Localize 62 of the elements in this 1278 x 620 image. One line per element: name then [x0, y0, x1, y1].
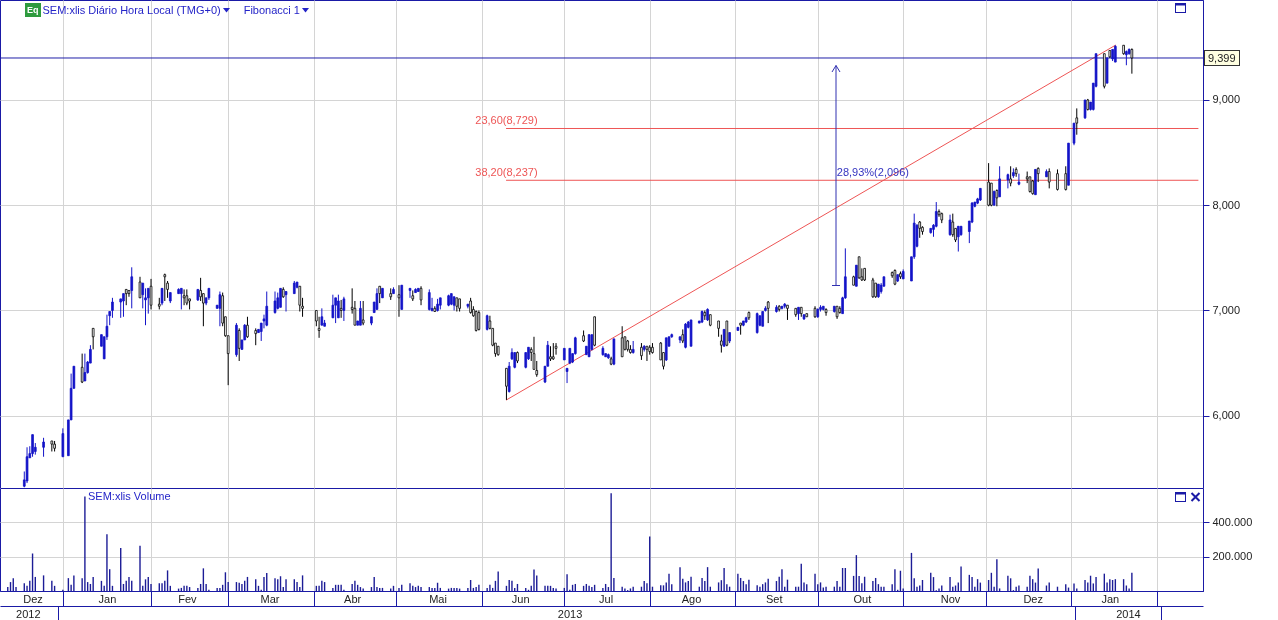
x-tick-label: Jan — [1101, 592, 1120, 605]
candlestick — [361, 300, 365, 326]
candlestick — [1075, 107, 1079, 136]
candlestick — [337, 294, 340, 319]
x-tick-label: Mar — [260, 592, 280, 605]
candlestick — [1064, 165, 1068, 191]
candlestick — [80, 353, 84, 384]
candlestick — [948, 214, 952, 237]
y-tick-label: 8,000 — [1212, 198, 1241, 211]
x-tick-label: Dez — [23, 592, 43, 605]
x-tick-label: Fev — [178, 592, 198, 605]
candlestick — [334, 297, 337, 324]
candlestick — [284, 291, 288, 313]
candlestick — [122, 293, 125, 318]
candlestick — [505, 367, 508, 401]
y-tick-label: 9,000 — [1212, 93, 1241, 106]
x2-tick-label: 2014 — [1116, 607, 1141, 620]
x-tick-label: Dez — [1023, 592, 1043, 605]
x2-tick-label: 2013 — [557, 607, 583, 620]
candlestick — [42, 437, 45, 458]
chart-title: SEM:xlis Diário Hora Local (TMG+0) — [42, 3, 221, 17]
x-tick-label: Abr — [344, 592, 362, 605]
candlestick — [298, 285, 302, 313]
x-tick-label: Jun — [511, 592, 530, 605]
candlestick — [554, 342, 558, 356]
candlestick — [331, 294, 335, 319]
x2-tick-label: 2012 — [16, 607, 41, 620]
candlestick — [91, 327, 95, 350]
y-tick-label: 7,000 — [1212, 303, 1241, 316]
x-tick-label: Out — [853, 592, 872, 605]
annotation: Fibonacci 1 — [243, 3, 300, 17]
candlestick — [857, 256, 861, 280]
x-tick-label: Mai — [429, 592, 447, 605]
candlestick — [149, 278, 153, 310]
annotation: 23,60(8,729) — [475, 114, 538, 127]
x-tick-label: Jan — [98, 592, 117, 605]
y-tick-label: 400.000 — [1212, 515, 1253, 528]
candlestick — [342, 296, 346, 322]
x-tick-label: Ago — [681, 592, 702, 605]
candlestick — [111, 297, 114, 319]
y-tick-label: 6,000 — [1212, 409, 1241, 422]
candlestick — [1072, 122, 1076, 146]
candlestick — [130, 266, 134, 309]
candlestick — [1017, 173, 1021, 186]
annotation: Eq — [25, 3, 41, 17]
candlestick — [408, 287, 412, 299]
candlestick — [937, 208, 941, 218]
candlestick — [951, 213, 955, 238]
x-tick-label: Jul — [599, 592, 614, 605]
x-tick-label: Set — [765, 592, 783, 605]
candlestick — [61, 427, 65, 458]
candlestick — [477, 309, 481, 331]
y-tick-label: 200.000 — [1212, 550, 1253, 563]
chart-title: SEM:xlis Volume — [88, 490, 171, 503]
ref-line-label: 9,399 — [1204, 49, 1240, 66]
candlestick — [565, 367, 569, 384]
candlestick — [998, 165, 1001, 198]
candlestick — [265, 291, 269, 327]
x-tick-label: Nov — [940, 592, 961, 605]
candlestick — [138, 276, 142, 299]
annotation: 38,20(8,237) — [475, 166, 538, 179]
candlestick — [428, 288, 431, 311]
